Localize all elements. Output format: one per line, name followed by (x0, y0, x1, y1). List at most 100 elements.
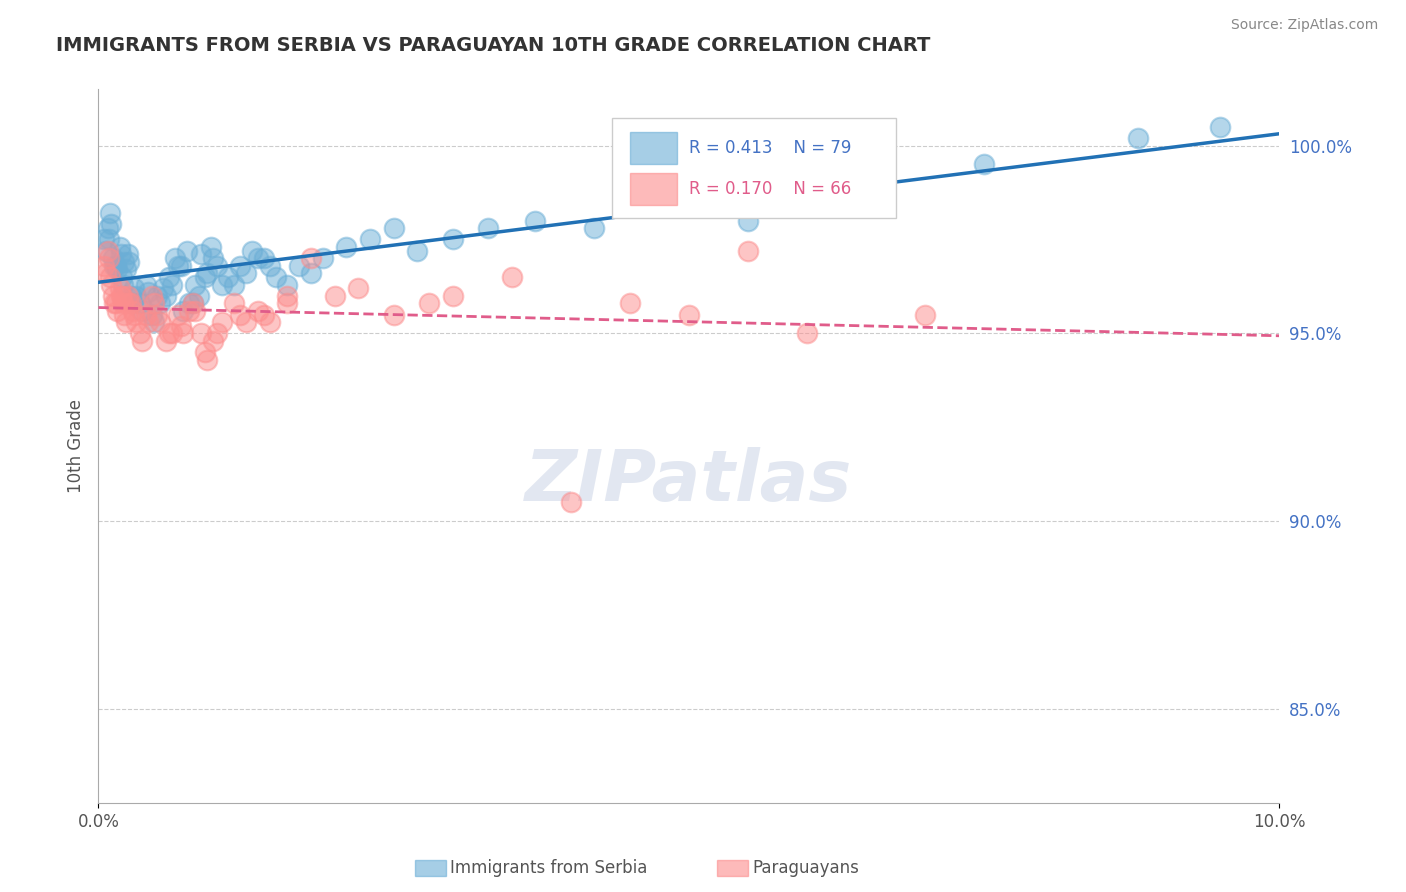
Point (97, 221, 120, 235)
Point (128, 326, 150, 341)
Point (114, 315, 136, 329)
Point (253, 308, 276, 322)
Point (259, 259, 281, 273)
Point (105, 259, 128, 273)
Point (122, 308, 145, 322)
Point (194, 345, 217, 359)
Point (93, 232, 115, 246)
Point (101, 251, 124, 265)
Point (110, 247, 132, 261)
Point (205, 326, 228, 341)
Point (235, 315, 257, 329)
Point (264, 270, 287, 285)
Point (418, 296, 440, 310)
Point (172, 326, 194, 341)
Point (125, 289, 148, 303)
Point (94, 244, 117, 258)
Point (141, 308, 163, 322)
Point (110, 289, 132, 303)
Point (121, 296, 143, 310)
Point (165, 251, 187, 265)
Point (112, 296, 135, 310)
Point (160, 277, 183, 292)
Point (229, 308, 252, 322)
Point (136, 315, 159, 329)
Point (103, 259, 125, 273)
Point (224, 296, 246, 310)
Point (98, 206, 121, 220)
Point (170, 259, 193, 273)
Point (201, 251, 224, 265)
Text: Immigrants from Serbia: Immigrants from Serbia (450, 859, 647, 877)
Point (97, 244, 120, 258)
Point (157, 326, 180, 341)
Point (93, 259, 115, 273)
Point (179, 296, 201, 310)
Point (94, 266, 117, 280)
Y-axis label: 10th Grade: 10th Grade (66, 399, 84, 493)
FancyBboxPatch shape (612, 118, 896, 218)
Point (141, 289, 163, 303)
Point (190, 247, 212, 261)
Point (406, 244, 429, 258)
Point (323, 289, 346, 303)
Point (240, 244, 263, 258)
Point (125, 315, 148, 329)
Point (142, 296, 165, 310)
Point (111, 289, 134, 303)
Point (98, 251, 121, 265)
Point (201, 334, 224, 348)
Point (166, 259, 188, 273)
Point (224, 277, 246, 292)
Point (382, 308, 405, 322)
Point (200, 240, 222, 254)
Point (181, 296, 204, 310)
Point (108, 281, 131, 295)
Point (149, 315, 172, 329)
Point (121, 289, 143, 303)
Point (583, 221, 606, 235)
Point (477, 221, 499, 235)
Point (299, 266, 322, 280)
Point (146, 308, 169, 322)
Point (184, 303, 207, 318)
Point (131, 303, 153, 318)
Point (105, 262, 128, 277)
Point (112, 277, 135, 292)
Point (796, 326, 818, 341)
Point (382, 221, 405, 235)
Point (160, 326, 183, 341)
Point (205, 259, 228, 273)
Text: Paraguayans: Paraguayans (752, 859, 859, 877)
Point (1126, 131, 1149, 145)
Point (146, 289, 169, 303)
Point (855, 176, 877, 190)
Point (100, 218, 122, 232)
Point (195, 352, 218, 367)
Point (170, 318, 193, 333)
Text: Source: ZipAtlas.com: Source: ZipAtlas.com (1230, 18, 1378, 32)
Point (235, 266, 257, 280)
Point (136, 285, 159, 299)
Point (335, 240, 357, 254)
Point (121, 303, 143, 318)
Point (118, 255, 141, 269)
Point (190, 326, 212, 341)
Point (142, 315, 165, 329)
Point (152, 281, 174, 295)
Point (312, 251, 335, 265)
Point (288, 259, 311, 273)
Point (176, 244, 198, 258)
Point (211, 277, 233, 292)
Point (131, 334, 153, 348)
Point (441, 289, 464, 303)
Point (253, 251, 276, 265)
Point (229, 259, 252, 273)
Point (112, 308, 135, 322)
Point (560, 495, 582, 509)
Point (195, 266, 218, 280)
Point (98, 270, 121, 285)
Point (179, 303, 201, 318)
Point (619, 296, 641, 310)
Point (259, 315, 281, 329)
